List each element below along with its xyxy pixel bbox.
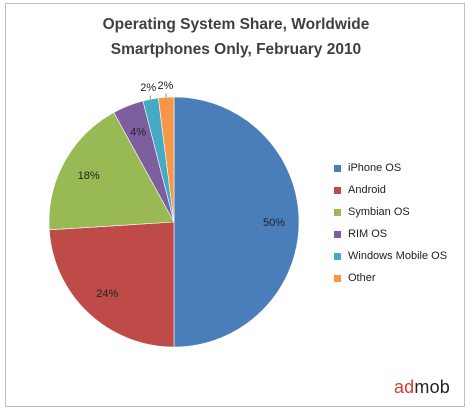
pie-slice-android [48, 221, 175, 348]
chart-title: Operating System Share, Worldwide [102, 16, 370, 33]
legend-label: Android [348, 184, 386, 196]
legend-label: RIM OS [348, 228, 388, 240]
legend-item-android: Android [334, 179, 447, 201]
legend-swatch [334, 274, 341, 282]
admob-logo: admob [393, 377, 450, 397]
legend-label: iPhone OS [348, 162, 402, 174]
data-label-windows-mobile-os: 2% [140, 82, 156, 94]
legend-label: Symbian OS [348, 206, 410, 218]
legend-item-symbian-os: Symbian OS [334, 201, 447, 223]
legend-item-windows-mobile-os: Windows Mobile OS [334, 245, 447, 267]
chart-title-block: Operating System Share, Worldwide Smartp… [0, 12, 472, 62]
legend-item-iphone-os: iPhone OS [334, 157, 447, 179]
legend-swatch [334, 186, 341, 194]
chart-legend: iPhone OS Android Symbian OS RIM OS Windows … [334, 157, 447, 289]
data-label-symbian-os: 18% [78, 170, 100, 182]
pie-slice-symbian-os [48, 112, 175, 231]
pie-slice-other [157, 96, 175, 223]
chart-subtitle: Smartphones Only, February 2010 [110, 41, 362, 58]
data-label-rim-os: 4% [130, 126, 146, 138]
legend-swatch [334, 230, 341, 238]
data-label-android: 24% [96, 288, 118, 300]
legend-item-other: Other [334, 267, 447, 289]
pie-slice-iphone-os [173, 96, 300, 348]
legend-swatch [334, 208, 341, 216]
legend-swatch [334, 252, 341, 260]
data-label-iphone-os: 50% [263, 217, 285, 229]
leader-line-windows-mobile-os [149, 95, 151, 100]
legend-swatch [334, 164, 341, 172]
data-label-other: 2% [157, 80, 173, 92]
legend-label: Windows Mobile OS [348, 250, 448, 262]
legend-label: Other [348, 272, 376, 284]
legend-item-rim-os: RIM OS [334, 223, 447, 245]
